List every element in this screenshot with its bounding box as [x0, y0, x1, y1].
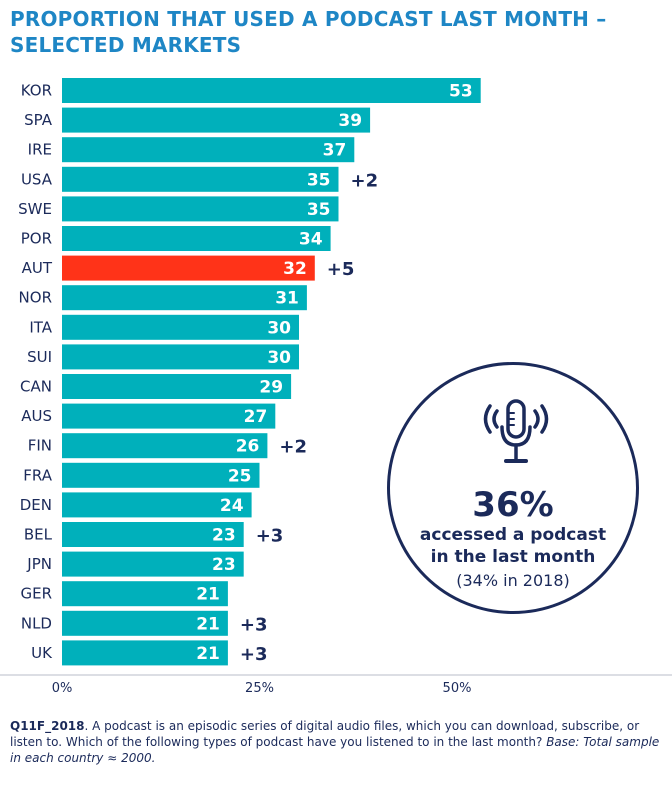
category-label: SWE	[18, 200, 52, 218]
podcast-callout: 36% accessed a podcast in the last month…	[387, 362, 639, 614]
bar-jpn	[62, 551, 244, 577]
category-label: GER	[20, 585, 52, 603]
x-tick-label: 25%	[245, 681, 274, 696]
chart-title-line2: SELECTED MARKETS	[10, 33, 242, 57]
category-label: DEN	[20, 496, 52, 514]
footnote-base: Base: Total sample in each country ≈ 200…	[10, 735, 660, 765]
bar-kor	[62, 78, 481, 103]
callout-value: 36%	[472, 485, 554, 525]
bar-ita	[62, 314, 299, 340]
value-label: 25	[228, 466, 252, 486]
category-label: SPA	[24, 111, 53, 129]
footnote-text: . A podcast is an episodic series of dig…	[10, 719, 640, 749]
bar-nor	[62, 285, 307, 311]
category-label: CAN	[20, 378, 52, 396]
category-label: ITA	[29, 318, 52, 336]
x-tick-label: 50%	[443, 681, 472, 696]
bar-spa	[62, 107, 371, 133]
bar-usa	[62, 166, 339, 192]
value-label: 53	[449, 82, 473, 102]
callout-line3: (34% in 2018)	[456, 571, 570, 590]
value-label: 31	[275, 289, 299, 309]
bar-can	[62, 374, 292, 399]
value-label: 29	[259, 378, 283, 398]
category-label: BEL	[24, 526, 53, 544]
category-label: UK	[31, 644, 53, 662]
category-label: IRE	[28, 141, 52, 159]
chart-title-line1: PROPORTION THAT USED A PODCAST LAST MONT…	[10, 7, 607, 31]
footnote: Q11F_2018. A podcast is an episodic seri…	[10, 718, 662, 766]
change-label: +5	[327, 259, 355, 280]
change-label: +2	[351, 170, 379, 191]
bar-ger	[62, 581, 228, 607]
value-label: 34	[299, 230, 323, 250]
bar-den	[62, 492, 252, 518]
chart-title: PROPORTION THAT USED A PODCAST LAST MONT…	[10, 6, 650, 58]
value-label: 39	[338, 111, 362, 131]
value-label: 21	[196, 585, 220, 605]
category-label: AUS	[21, 407, 52, 425]
category-label: JPN	[26, 555, 52, 573]
value-label: 30	[267, 348, 291, 368]
category-label: USA	[21, 170, 53, 188]
value-label: 30	[267, 318, 291, 338]
bar-bel	[62, 522, 244, 547]
microphone-icon	[483, 399, 549, 463]
value-label: 32	[283, 259, 307, 279]
change-label: +3	[240, 644, 268, 665]
value-label: 37	[323, 141, 347, 161]
category-label: POR	[21, 230, 52, 248]
footnote-code: Q11F_2018	[10, 719, 85, 733]
x-tick-label: 0%	[52, 681, 73, 696]
bar-swe	[62, 196, 339, 222]
bar-aut	[62, 255, 315, 281]
category-label: NLD	[21, 614, 52, 632]
callout-line1: accessed a podcast	[419, 525, 607, 545]
category-label: KOR	[21, 82, 52, 100]
bar-fin	[62, 433, 268, 459]
category-label: AUT	[22, 259, 53, 277]
value-label: 24	[220, 496, 244, 516]
bar-fra	[62, 462, 260, 488]
value-label: 23	[212, 555, 236, 575]
callout-line2: in the last month	[430, 547, 596, 567]
bar-chart: KOR 53 SPA 39 IRE 37 USA 35 +2 SWE 35 POR 34 AUT 32 +5 N…	[0, 78, 672, 696]
bar-uk	[62, 640, 228, 666]
change-label: +3	[256, 526, 284, 547]
value-label: 21	[196, 614, 220, 634]
bar-nld	[62, 610, 228, 636]
value-label: 21	[196, 644, 220, 664]
category-label: FRA	[23, 466, 52, 484]
value-label: 23	[212, 526, 236, 546]
category-label: FIN	[28, 437, 52, 455]
change-label: +2	[279, 437, 307, 458]
bar-sui	[62, 344, 299, 370]
change-label: +3	[240, 614, 268, 635]
category-label: SUI	[27, 348, 52, 366]
value-label: 26	[236, 437, 260, 457]
value-label: 35	[307, 170, 331, 190]
bar-ire	[62, 137, 355, 163]
category-label: NOR	[19, 289, 52, 307]
bar-por	[62, 226, 331, 251]
value-label: 27	[244, 407, 268, 427]
bar-aus	[62, 403, 276, 429]
value-label: 35	[307, 200, 331, 220]
